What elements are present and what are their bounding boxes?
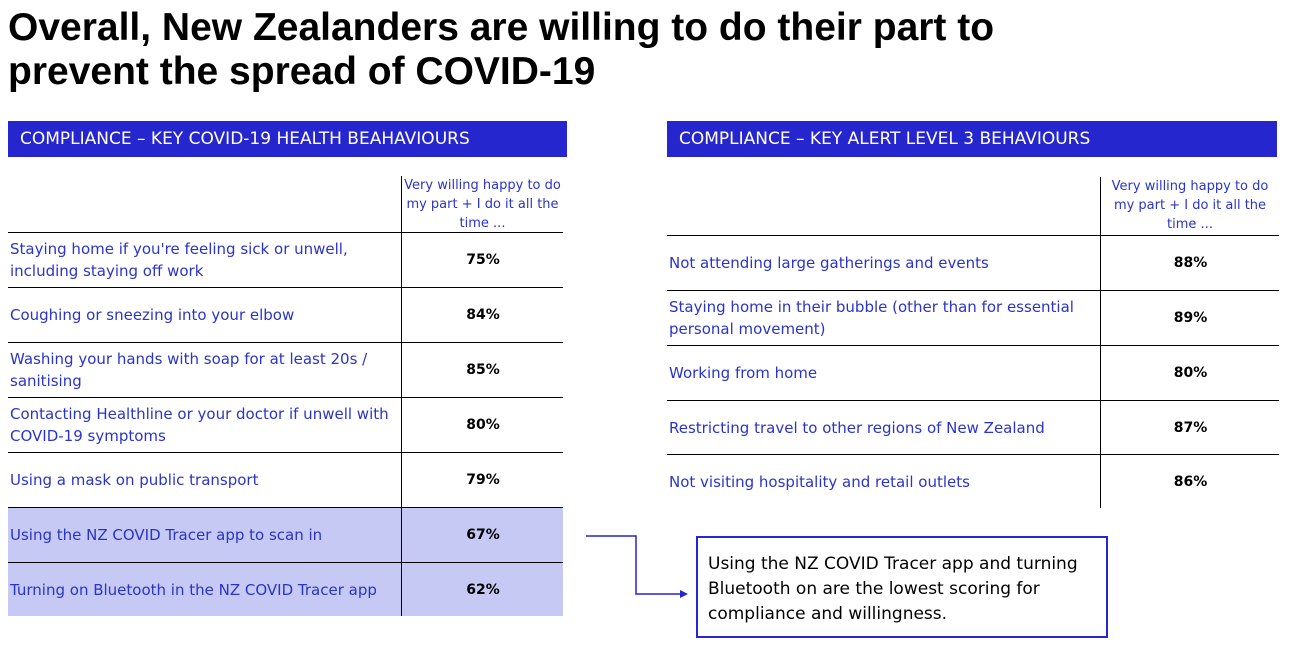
table-row: Not attending large gatherings and event… — [667, 235, 1279, 290]
row-value: 85% — [401, 343, 564, 397]
row-label: Working from home — [669, 364, 818, 382]
row-value: 62% — [401, 563, 564, 616]
row-value: 80% — [1100, 346, 1280, 400]
row-value: 87% — [1100, 401, 1280, 454]
row-value: 86% — [1100, 455, 1280, 508]
row-value: 89% — [1100, 291, 1280, 345]
right-table-header: COMPLIANCE – KEY ALERT LEVEL 3 BEHAVIOUR… — [667, 121, 1277, 157]
callout-box: Using the NZ COVID Tracer app and turnin… — [696, 536, 1108, 638]
row-value: 67% — [401, 508, 564, 562]
alert-level-3-table: Very willing happy to do my part + I do … — [667, 173, 1279, 508]
row-label: Using a mask on public transport — [10, 471, 259, 489]
table-row: Restricting travel to other regions of N… — [667, 400, 1279, 454]
row-value: 79% — [401, 453, 564, 507]
table-row: Washing your hands with soap for at leas… — [8, 342, 563, 397]
table-row: Not visiting hospitality and retail outl… — [667, 454, 1279, 508]
table-row-highlighted: Turning on Bluetooth in the NZ COVID Tra… — [8, 562, 563, 616]
callout-text: Using the NZ COVID Tracer app and turnin… — [708, 554, 1078, 624]
row-value: 80% — [401, 398, 564, 452]
row-label: Restricting travel to other regions of N… — [669, 418, 1045, 437]
right-column-header: Very willing happy to do my part + I do … — [1100, 177, 1279, 235]
row-label: Washing your hands with soap for at leas… — [10, 350, 368, 390]
row-value: 75% — [401, 233, 564, 287]
row-label: Staying home if you're feeling sick or u… — [10, 240, 348, 280]
row-value: 88% — [1100, 236, 1280, 290]
table-row: Staying home if you're feeling sick or u… — [8, 232, 563, 287]
row-label: Turning on Bluetooth in the NZ COVID Tra… — [10, 580, 377, 599]
health-behaviours-table: Very willing happy to do my part + I do … — [8, 172, 563, 616]
row-label: Coughing or sneezing into your elbow — [10, 306, 295, 324]
table-row: Contacting Healthline or your doctor if … — [8, 397, 563, 452]
table-row: Working from home 80% — [667, 345, 1279, 400]
row-value: 84% — [401, 288, 564, 342]
row-label: Not visiting hospitality and retail outl… — [669, 472, 970, 491]
row-label: Staying home in their bubble (other than… — [669, 298, 1074, 338]
table-row: Coughing or sneezing into your elbow 84% — [8, 287, 563, 342]
table-row: Using a mask on public transport 79% — [8, 452, 563, 507]
page-title: Overall, New Zealanders are willing to d… — [8, 6, 1278, 94]
table-row-highlighted: Using the NZ COVID Tracer app to scan in… — [8, 507, 563, 562]
left-table-header: COMPLIANCE – KEY COVID-19 HEALTH BEAHAVI… — [8, 121, 567, 157]
row-label: Contacting Healthline or your doctor if … — [10, 405, 389, 445]
page-title-line-1: Overall, New Zealanders are willing to d… — [8, 6, 995, 49]
table-row: Staying home in their bubble (other than… — [667, 290, 1279, 345]
row-label: Using the NZ COVID Tracer app to scan in — [10, 526, 323, 544]
left-column-header: Very willing happy to do my part + I do … — [401, 176, 563, 232]
page-title-line-2: prevent the spread of COVID-19 — [8, 50, 596, 93]
row-label: Not attending large gatherings and event… — [669, 254, 989, 272]
